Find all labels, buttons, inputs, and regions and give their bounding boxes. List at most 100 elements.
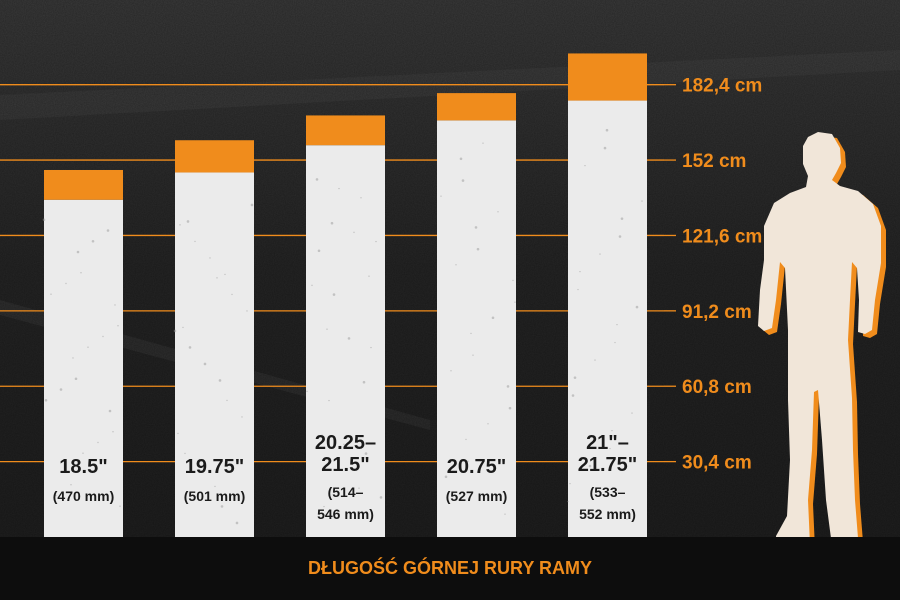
- bar-texture-speck: [569, 482, 571, 485]
- bar-texture-speck: [97, 441, 99, 444]
- bar-texture-speck: [108, 409, 112, 413]
- bar-texture-speck: [80, 272, 82, 274]
- bar-texture-speck: [450, 370, 452, 372]
- bar-texture-speck: [476, 247, 480, 251]
- bar-texture-speck: [119, 505, 121, 507]
- bar-texture-speck: [360, 197, 362, 199]
- bar-texture-speck: [609, 447, 611, 450]
- bar-texture-speck: [235, 521, 239, 525]
- person-silhouette-figure: [758, 132, 881, 549]
- bar-texture-speck: [220, 505, 224, 508]
- bar-texture-speck: [343, 443, 345, 446]
- bar-texture-speck: [209, 257, 211, 259]
- bar-label: (470 mm): [53, 488, 114, 504]
- bar-label: 20.25–: [315, 432, 376, 454]
- bar-texture-speck: [605, 128, 609, 132]
- bar-texture-speck: [184, 452, 186, 455]
- bar-texture-speck: [594, 359, 596, 361]
- y-tick-label: 91,2 cm: [682, 302, 752, 323]
- bar-cap: [175, 140, 254, 173]
- bar-texture-speck: [199, 469, 201, 471]
- bar-texture-speck: [194, 240, 196, 243]
- bar-texture-speck: [618, 235, 622, 238]
- bar-texture-speck: [603, 146, 607, 150]
- bar-texture-speck: [584, 164, 586, 167]
- y-tick-label: 60,8 cm: [682, 377, 752, 398]
- bar-texture-speck: [573, 376, 577, 379]
- bar-base: [44, 199, 123, 537]
- bar-texture-speck: [323, 505, 325, 508]
- bar-label: (501 mm): [184, 488, 245, 504]
- bar-texture-speck: [358, 487, 360, 489]
- bar-texture-speck: [112, 431, 114, 433]
- bar-texture-speck: [577, 288, 579, 291]
- bar-label: 546 mm): [317, 506, 374, 522]
- bar-texture-speck: [59, 388, 63, 391]
- bar-texture-speck: [226, 399, 228, 402]
- bar-texture-speck: [631, 412, 633, 414]
- bar-texture-speck: [231, 293, 233, 296]
- bar-label: (514–: [328, 484, 364, 500]
- bar-texture-speck: [611, 429, 613, 432]
- bar-texture-speck: [72, 357, 74, 359]
- bar-cap: [437, 93, 516, 121]
- bar-label: (527 mm): [446, 488, 507, 504]
- bar-label: 21.75": [578, 454, 638, 476]
- bar-texture-speck: [74, 377, 78, 381]
- bar-texture-speck: [315, 178, 319, 181]
- bar-texture-speck: [224, 273, 226, 276]
- bar-texture-speck: [216, 277, 218, 279]
- y-tick-label: 152 cm: [682, 151, 746, 172]
- bar-base: [568, 100, 647, 538]
- chart-title: DŁUGOŚĆ GÓRNEJ RURY RAMY: [308, 557, 592, 578]
- bar-texture-speck: [44, 398, 48, 402]
- bar-label: 20.75": [447, 456, 507, 478]
- bar-texture-speck: [311, 284, 313, 287]
- bar-texture-speck: [588, 464, 592, 468]
- bar-texture-speck: [87, 346, 89, 348]
- bar-texture-speck: [375, 240, 377, 243]
- bar-texture-speck: [246, 310, 248, 312]
- bar-texture-speck: [459, 157, 463, 161]
- bar-texture-speck: [508, 406, 512, 410]
- bar-label: 21"–: [586, 432, 629, 454]
- bar-texture-speck: [620, 217, 624, 220]
- bar-label: 18.5": [59, 456, 107, 478]
- bar-texture-speck: [330, 221, 334, 225]
- bar-texture-speck: [117, 325, 119, 327]
- bar-texture-speck: [42, 218, 46, 222]
- bar-texture-speck: [482, 142, 484, 144]
- bar-texture-speck: [214, 485, 216, 488]
- bar-texture-speck: [497, 211, 499, 213]
- bar-label: (533–: [590, 484, 626, 500]
- bar-texture-speck: [182, 326, 184, 329]
- bar-label: 552 mm): [579, 506, 636, 522]
- bar-texture-speck: [241, 416, 243, 418]
- bar-texture-speck: [487, 423, 489, 425]
- bar-base: [437, 120, 516, 538]
- bar-texture-speck: [102, 335, 104, 338]
- bar-texture-speck: [76, 250, 80, 254]
- bar-texture-speck: [347, 337, 351, 340]
- bar-texture-speck: [114, 304, 116, 306]
- bar-texture-speck: [332, 293, 336, 296]
- bar-texture-speck: [467, 460, 469, 462]
- bar-texture-speck: [50, 293, 52, 295]
- bar-texture-speck: [472, 354, 474, 356]
- y-axis-ticks: 30,4 cm 60,8 cm 91,2 cm 121,6 cm 152 cm 182,4…: [664, 76, 762, 474]
- bar-texture-speck: [317, 249, 321, 253]
- bar-texture-speck: [362, 380, 366, 384]
- bar-base: [175, 172, 254, 537]
- person-silhouette-icon: [758, 132, 886, 553]
- bar-texture-speck: [465, 438, 467, 441]
- bar-cap: [306, 115, 385, 146]
- bar-texture-speck: [504, 513, 506, 515]
- bar-texture-speck: [616, 323, 618, 326]
- bar-label: 21.5": [321, 454, 369, 476]
- bar-texture-speck: [370, 346, 372, 349]
- bar-texture-speck: [321, 434, 323, 436]
- bar-texture-speck: [65, 282, 67, 285]
- bar-texture-speck: [173, 329, 177, 333]
